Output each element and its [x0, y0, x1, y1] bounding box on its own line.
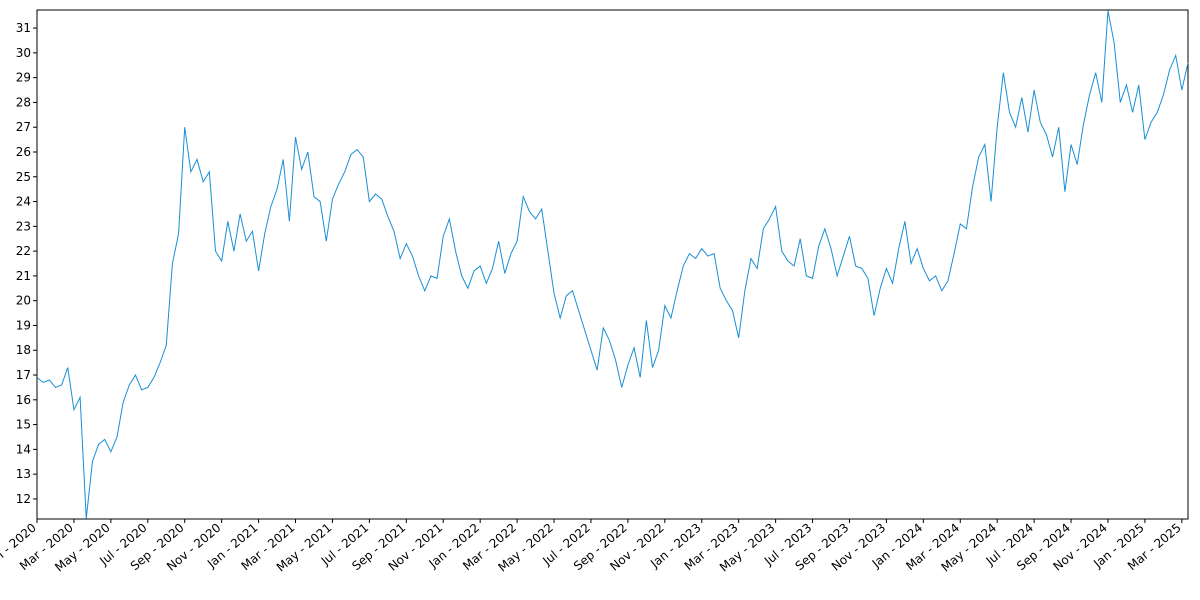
y-tick-label: 21	[16, 269, 31, 283]
y-tick-label: 20	[16, 294, 31, 308]
y-tick-label: 22	[16, 244, 31, 258]
y-tick-label: 26	[16, 145, 31, 159]
y-tick-label: 27	[16, 120, 31, 134]
y-tick-label: 18	[16, 343, 31, 357]
y-tick-label: 31	[16, 21, 31, 35]
y-tick-label: 24	[16, 195, 31, 209]
y-tick-label: 15	[16, 418, 31, 432]
y-tick-label: 16	[16, 393, 31, 407]
y-tick-label: 23	[16, 219, 31, 233]
y-tick-label: 17	[16, 368, 31, 382]
y-tick-label: 12	[16, 492, 31, 506]
y-tick-label: 25	[16, 170, 31, 184]
data-line	[36, 10, 1189, 519]
y-tick-label: 13	[16, 467, 31, 481]
y-tick-label: 28	[16, 95, 31, 109]
y-tick-label: 29	[16, 71, 31, 85]
plot-frame	[36, 9, 1189, 520]
y-tick-label: 30	[16, 46, 31, 60]
y-tick-label: 14	[16, 442, 31, 456]
y-tick-label: 19	[16, 318, 31, 332]
